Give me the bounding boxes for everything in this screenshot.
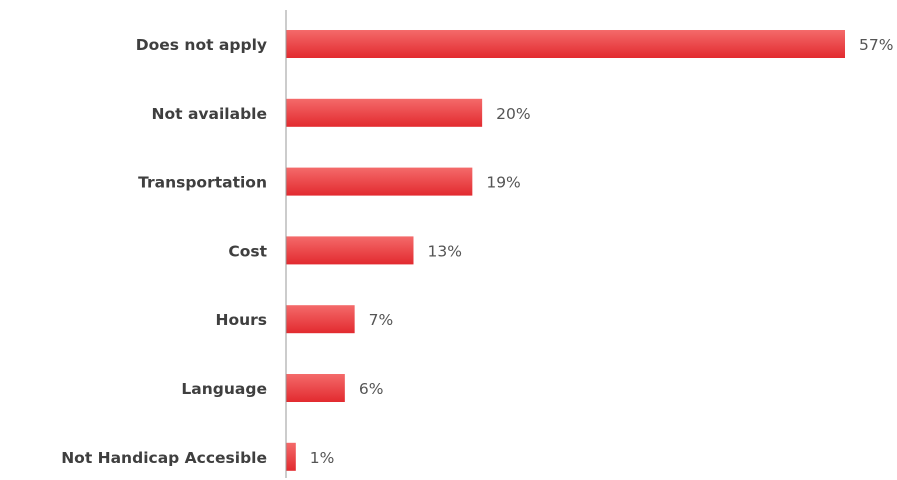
bar <box>286 374 345 402</box>
bar <box>286 167 473 196</box>
bar-group: Hours 7% <box>215 305 394 334</box>
value-label: 20% <box>496 105 530 123</box>
bar <box>286 98 483 127</box>
value-label: 19% <box>486 174 520 192</box>
bar <box>286 30 845 58</box>
category-label: Hours <box>215 311 267 329</box>
bar-group: Does not apply 57% <box>136 30 893 58</box>
category-label: Does not apply <box>136 36 267 54</box>
value-label: 7% <box>369 311 394 329</box>
category-label: Cost <box>228 242 267 260</box>
bar-group: Language 6% <box>181 374 383 402</box>
category-label: Language <box>181 380 267 398</box>
bar-group: Cost 13% <box>228 236 462 265</box>
value-label: 13% <box>427 242 461 260</box>
bar <box>286 236 414 265</box>
bars-layer: Does not apply 57% Not available 20% Transpo… <box>61 30 893 471</box>
value-label: 1% <box>310 449 335 467</box>
category-label: Transportation <box>138 174 267 192</box>
category-label: Not Handicap Accesible <box>61 449 267 467</box>
bar-group: Not available 20% <box>152 98 531 127</box>
bar-group: Not Handicap Accesible 1% <box>61 442 335 471</box>
bar-group: Transportation 19% <box>138 167 521 196</box>
category-label: Not available <box>152 105 267 123</box>
bar <box>286 442 296 471</box>
bar <box>286 305 355 334</box>
value-label: 6% <box>359 380 384 398</box>
value-label: 57% <box>859 36 893 54</box>
